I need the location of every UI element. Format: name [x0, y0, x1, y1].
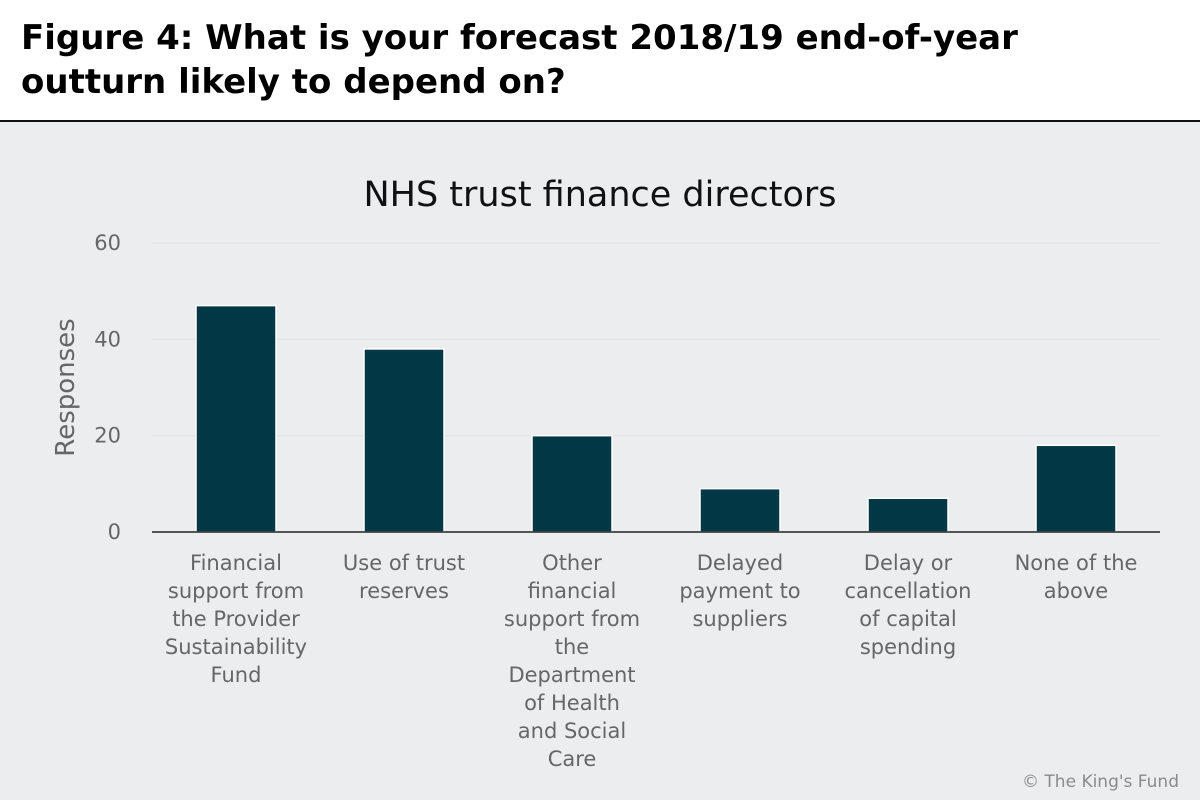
x-tick-label: Delay or cancellation of capital spending: [845, 551, 972, 659]
y-tick-label: 60: [94, 231, 121, 255]
x-tick-label-line: of capital: [859, 607, 956, 631]
x-tick-label-line: Delay or: [864, 551, 953, 575]
x-tick-label-line: above: [1044, 579, 1108, 603]
x-tick-label-line: Care: [548, 747, 597, 771]
bar-chart: NHS trust finance directors 0 20 40 60 Respon…: [51, 175, 1160, 771]
x-tick-label-line: Financial: [190, 551, 282, 575]
y-tick-label: 0: [108, 520, 121, 544]
x-tick-label-line: Department: [508, 663, 635, 687]
bar: [195, 304, 277, 533]
x-tick-label: Delayed payment to suppliers: [679, 551, 800, 631]
bar: [867, 497, 949, 533]
y-tick-label: 20: [94, 424, 121, 448]
x-tick-label-line: of Health: [524, 691, 620, 715]
x-tick-label-line: the Provider: [172, 607, 300, 631]
x-tick-label: Use of trust reserves: [343, 551, 465, 603]
bar: [531, 434, 613, 533]
figure-header: Figure 4: What is your forecast 2018/19 …: [0, 0, 1200, 122]
x-tick-label-line: reserves: [359, 579, 449, 603]
y-axis-title: Responses: [51, 318, 81, 456]
x-tick-label: Other financial support from the Department o…: [504, 551, 640, 771]
chart-area: NHS trust finance directors 0 20 40 60 Respon…: [0, 124, 1200, 800]
x-tick-label-line: Other: [542, 551, 602, 575]
bar: [363, 348, 445, 533]
x-tick-label-line: payment to: [679, 579, 800, 603]
x-tick-label-line: Delayed: [697, 551, 783, 575]
x-tick-label-line: Sustainability: [165, 635, 307, 659]
bar: [699, 487, 781, 533]
figure-title: Figure 4: What is your forecast 2018/19 …: [21, 18, 1018, 102]
x-tick-label-line: support from: [504, 607, 640, 631]
y-tick-label: 40: [94, 327, 121, 351]
x-tick-label-line: suppliers: [692, 607, 787, 631]
x-tick-label-line: None of the: [1015, 551, 1138, 575]
x-tick-label-line: spending: [860, 635, 956, 659]
x-tick-label-line: cancellation: [845, 579, 972, 603]
x-tick-label-line: and Social: [518, 719, 626, 743]
x-tick-label-line: financial: [528, 579, 617, 603]
x-tick-label-line: support from: [168, 579, 304, 603]
x-tick-label: None of the above: [1015, 551, 1138, 603]
chart-title: NHS trust finance directors: [363, 175, 836, 215]
x-tick-label-line: Use of trust: [343, 551, 465, 575]
x-tick-label-line: the: [555, 635, 589, 659]
bar: [1035, 444, 1117, 533]
x-tick-label-line: Fund: [211, 663, 262, 687]
copyright-credit: © The King's Fund: [1022, 772, 1179, 792]
x-tick-label: Financial support from the Provider Sustain…: [165, 551, 307, 687]
